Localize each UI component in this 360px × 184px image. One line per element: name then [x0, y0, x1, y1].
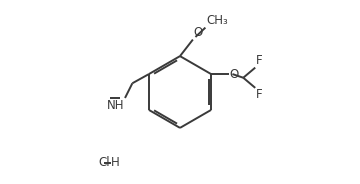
Text: NH: NH	[107, 99, 124, 112]
Text: O: O	[194, 26, 203, 39]
Text: H: H	[111, 156, 120, 169]
Text: Cl: Cl	[98, 156, 110, 169]
Text: O: O	[230, 68, 239, 81]
Text: F: F	[256, 89, 262, 101]
Text: CH₃: CH₃	[206, 14, 228, 27]
Text: F: F	[256, 54, 262, 67]
